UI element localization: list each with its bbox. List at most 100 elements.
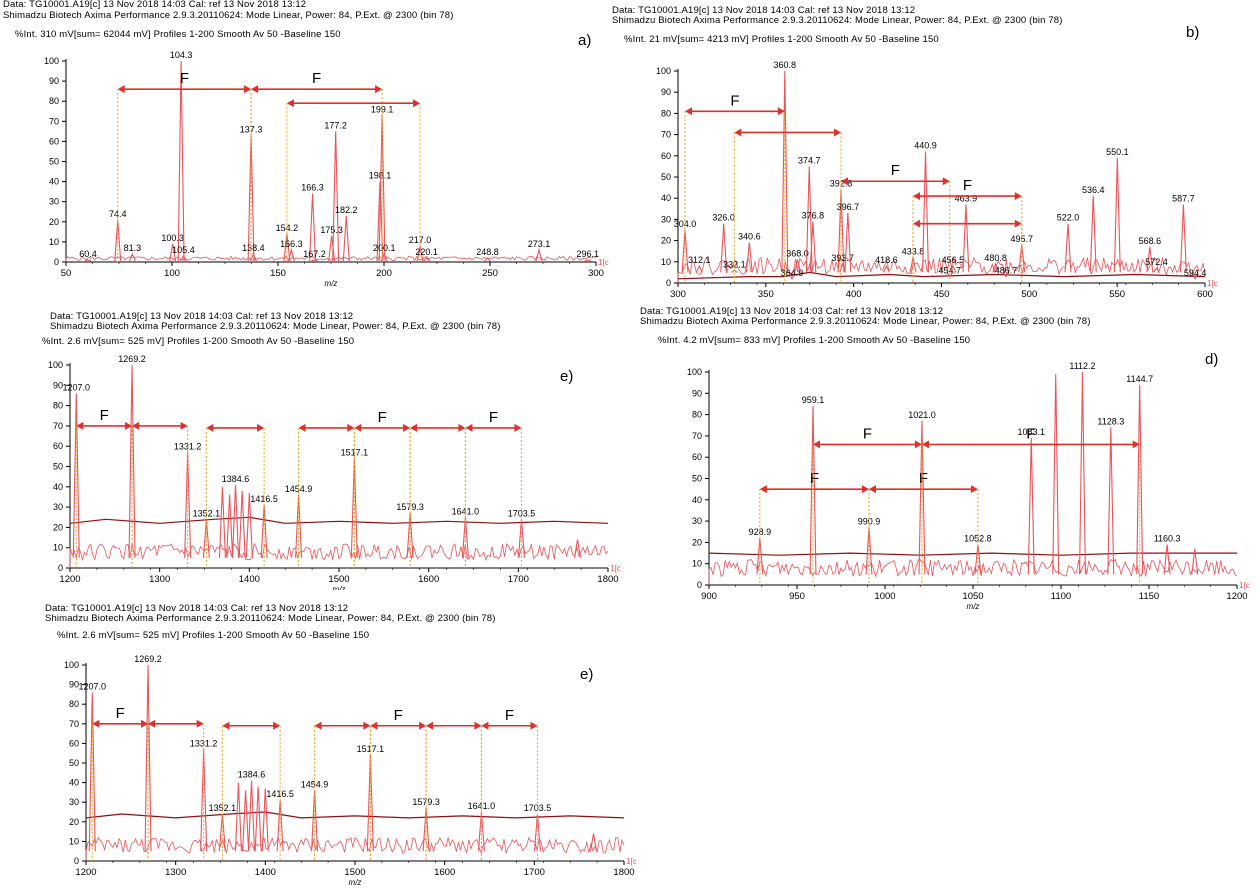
x-tick-label: 1500 [344,867,365,878]
panel-header-data: Data: TG10001.A19[c] 13 Nov 2018 14:03 C… [612,5,916,16]
peak-label: 587.7 [1172,194,1195,204]
spectrum-peak [517,519,526,558]
fragment-arrow-head-left [92,719,100,728]
x-tick-label: 900 [701,591,717,602]
x-tick-label: 1100 [1051,591,1071,602]
fragment-arrow-head-right [514,423,522,432]
peak-label: 104.3 [170,50,193,60]
x-axis-suffix: 1[c [598,258,609,267]
spectrum-peak [247,135,255,262]
fragment-arrow-head-left [685,107,693,116]
y-tick-label: 20 [692,537,702,547]
fragment-arrow-head-left [734,128,742,137]
spectrum-plot-e: 0 10 20 30 40 50 60 70 80 90 100 1200 1300 1400 1500 16… [48,354,621,590]
spectrum-peak [180,254,187,262]
peak-label: 177.2 [324,120,347,130]
y-tick-label: 10 [661,257,671,267]
y-tick-label: 80 [69,699,79,709]
fragment-label: F [378,409,387,426]
peak-label: 1128.3 [1097,416,1124,426]
spectrum-peak [535,247,543,262]
peak-label: 1579.3 [396,502,424,512]
spectrum-peak [946,272,954,278]
x-tick-label: 350 [758,289,774,300]
y-tick-label: 100 [656,66,671,76]
fragment-arrow-head-right [942,177,950,186]
fragment-arrow-head-right [413,99,421,108]
y-tick-label: 50 [49,157,59,167]
spectrum-peak [781,70,789,273]
fragment-label: F [312,70,321,87]
spectrum-peak [287,247,295,262]
peak-label: 175.3 [320,225,343,235]
x-axis-label: m/z [349,878,362,887]
peak-label: 1703.5 [524,803,552,813]
spectrum-peak [184,452,192,558]
y-tick-label: 70 [53,421,63,431]
fragment-arrow-head-right [1014,219,1022,228]
baseline-curve [85,811,625,819]
spectrum-peak [1163,544,1171,575]
x-tick-label: 1000 [874,591,895,602]
spectrum-peak [144,664,152,852]
peak-label: 1416.5 [250,494,278,504]
y-tick-label: 30 [49,197,59,207]
peak-label: 433.8 [902,247,925,257]
fragment-arrow-head-left [868,485,876,494]
y-tick-label: 80 [692,410,702,420]
panel-header-data: Data: TG10001.A19[c] 13 Nov 2018 14:03 C… [640,306,944,317]
spectrum-panel-d: Data: TG10001.A19[c] 13 Nov 2018 14:03 C… [640,305,1260,625]
peak-label: 928.9 [749,527,772,537]
spectrum-peak [962,204,970,273]
x-axis-suffix: 1[c [626,857,637,866]
peak-label: 392.8 [830,179,853,189]
y-tick-label: 60 [49,136,59,146]
spectrum-peak [477,811,485,852]
fragment-arrow-head-left [132,421,140,430]
fragment-arrow-head-right [777,107,785,116]
spectrum-peak [1146,246,1154,273]
spectrum-peak [177,60,185,262]
x-tick-label: 600 [1197,289,1213,300]
y-tick-label: 60 [661,151,671,161]
spectrum-peak [756,538,764,575]
panel-header-intensity: %Int. 2.6 mV[sum= 525 mV] Profiles 1-200… [42,336,355,347]
peak-label: 60.4 [79,249,97,259]
spectrum-peak [809,221,817,273]
spectrum-peak [720,223,728,273]
spectrum-peak [922,151,929,273]
spectrum-peak [128,364,136,558]
spectrum-peak [226,494,234,558]
peak-label: 1160.3 [1154,534,1181,544]
peak-label: 1112.2 [1069,361,1095,371]
x-tick-label: 100 [164,268,180,279]
fragment-label: F [863,425,872,442]
spectrum-peak [218,486,226,558]
y-tick-label: 0 [54,257,59,267]
y-tick-label: 0 [666,278,671,288]
fragment-arrow-head-right [861,485,869,494]
peak-label: 374.7 [798,155,821,165]
fragment-arrow-head-left [913,219,921,228]
spectrum-peak [242,790,250,852]
peak-label: 1352.1 [209,803,237,813]
y-tick-label: 50 [692,474,702,484]
peak-label: 486.7 [995,266,1018,276]
peak-label: 594.4 [1184,268,1207,278]
peak-label: 1083.1 [1017,427,1045,437]
peak-label: 1641.0 [452,506,480,516]
peak-label: 1384.6 [238,770,266,780]
peak-label: 376.8 [802,211,825,221]
fragment-label: F [394,707,403,724]
spectrum-peak [992,262,1000,273]
spectrum-peak [949,264,957,273]
panel-header-instrument: Shimadzu Biotech Axima Performance 2.9.3… [640,316,1091,327]
fragment-arrow-head-left [222,721,230,730]
x-tick-label: 1600 [418,574,439,585]
y-tick-label: 50 [661,172,671,182]
fragment-arrow-head-right [347,423,355,432]
x-tick-label: 1400 [255,867,276,878]
spectrum-peak [805,166,813,273]
spectrum-noise-trace [708,558,1238,585]
